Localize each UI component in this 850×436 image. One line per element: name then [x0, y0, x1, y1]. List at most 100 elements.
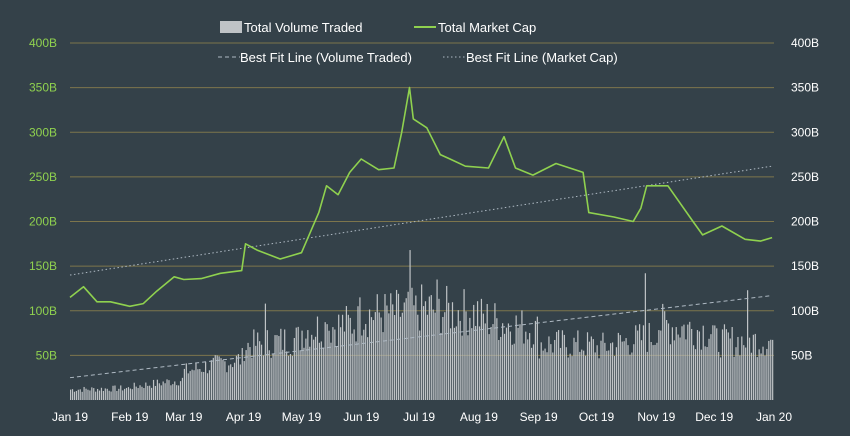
- volume-bar: [332, 327, 334, 400]
- volume-bar: [642, 325, 645, 400]
- volume-bar: [461, 335, 463, 400]
- volume-bar: [367, 337, 369, 400]
- volume-bar: [191, 369, 193, 400]
- volume-bar: [110, 391, 112, 400]
- volume-bar: [210, 360, 212, 400]
- x-tick: Jan 19: [52, 410, 88, 424]
- volume-bar: [432, 309, 434, 400]
- volume-bar: [488, 334, 490, 400]
- volume-bar: [498, 340, 500, 400]
- volume-bar: [278, 336, 280, 400]
- volume-bar: [586, 332, 589, 400]
- x-tick: Jul 19: [403, 410, 435, 424]
- volume-bar: [407, 291, 409, 400]
- x-tick: Dec 19: [695, 410, 733, 424]
- volume-bar: [102, 390, 104, 400]
- volume-bar: [764, 355, 766, 400]
- volume-bar: [100, 387, 103, 400]
- volume-bar: [127, 387, 130, 400]
- volume-bar: [287, 355, 290, 400]
- volume-bar: [220, 358, 222, 400]
- volume-bar: [212, 357, 214, 400]
- volume-bar: [532, 344, 535, 400]
- y-tick-left: 50B: [36, 348, 57, 362]
- x-tick: May 19: [282, 410, 322, 424]
- y-tick-right: 100B: [791, 304, 819, 318]
- volume-bar: [224, 361, 226, 400]
- volume-bar: [245, 350, 247, 400]
- volume-bar: [484, 323, 486, 400]
- y-tick-left: 150B: [29, 259, 57, 273]
- volume-bar: [706, 347, 708, 400]
- volume-bar: [166, 379, 168, 400]
- x-tick: Sep 19: [520, 410, 558, 424]
- volume-bar: [656, 342, 658, 400]
- volume-bar: [286, 351, 288, 400]
- volume-bar: [91, 387, 93, 400]
- volume-bar: [552, 352, 554, 400]
- volume-bar: [421, 284, 423, 400]
- volume-bar: [118, 388, 120, 400]
- x-tick: Jun 19: [343, 410, 379, 424]
- volume-bar: [413, 305, 415, 400]
- volume-bar: [299, 350, 301, 400]
- volume-bar: [340, 327, 342, 400]
- volume-bar: [145, 382, 147, 400]
- volume-bar: [301, 330, 303, 400]
- volume-bar: [239, 364, 241, 400]
- x-tick: Jan 20: [756, 410, 792, 424]
- volume-bar: [259, 341, 261, 400]
- volume-bar: [598, 358, 600, 400]
- volume-bar: [648, 322, 650, 400]
- volume-bar: [637, 330, 639, 400]
- grid: [70, 42, 774, 356]
- volume-bar: [158, 383, 160, 400]
- volume-bar: [201, 371, 203, 400]
- volume-bar: [326, 324, 328, 400]
- volume-bar: [401, 312, 403, 400]
- volume-bar: [309, 346, 311, 400]
- volume-bar: [164, 383, 166, 400]
- volume-bar: [760, 353, 762, 400]
- volume-bar: [613, 355, 616, 400]
- volume-bar: [644, 273, 646, 400]
- volume-bar: [654, 344, 656, 400]
- volume-bar: [436, 279, 438, 400]
- y-tick-left: 350B: [29, 81, 57, 95]
- volume-bar: [712, 325, 714, 400]
- volume-bar: [141, 386, 143, 400]
- volume-bar: [523, 343, 525, 400]
- volume-bar: [394, 315, 396, 400]
- volume-bar: [611, 342, 614, 400]
- legend-label-fit-market-cap: Best Fit Line (Market Cap): [466, 50, 618, 65]
- volume-bar: [71, 389, 74, 400]
- volume-bar: [567, 357, 569, 400]
- volume-bar: [125, 387, 128, 400]
- volume-bar: [87, 389, 89, 400]
- volume-bar: [638, 324, 641, 400]
- volume-bar: [403, 302, 405, 400]
- volume-bar: [505, 327, 508, 400]
- volume-bar: [667, 323, 670, 400]
- volume-bar: [561, 330, 564, 400]
- volume-bar: [193, 370, 195, 400]
- volume-bar: [156, 379, 158, 400]
- volume-bar: [708, 338, 710, 400]
- volume-bar: [660, 330, 662, 400]
- volume-bar: [208, 370, 211, 400]
- volume-bar: [679, 337, 681, 400]
- volume-bar: [719, 357, 722, 400]
- volume-bar: [274, 335, 276, 400]
- volume-bar: [664, 311, 666, 400]
- volume-bar: [129, 388, 131, 400]
- volume-bar: [444, 312, 446, 400]
- volume-bar: [382, 332, 384, 400]
- legend-label-market-cap: Total Market Cap: [438, 20, 536, 35]
- volume-bar: [152, 379, 155, 400]
- volume-bar: [692, 345, 695, 400]
- volume-bar: [353, 329, 355, 400]
- volume-bars: [70, 250, 774, 400]
- volume-bar: [615, 347, 618, 400]
- volume-bar: [305, 338, 307, 400]
